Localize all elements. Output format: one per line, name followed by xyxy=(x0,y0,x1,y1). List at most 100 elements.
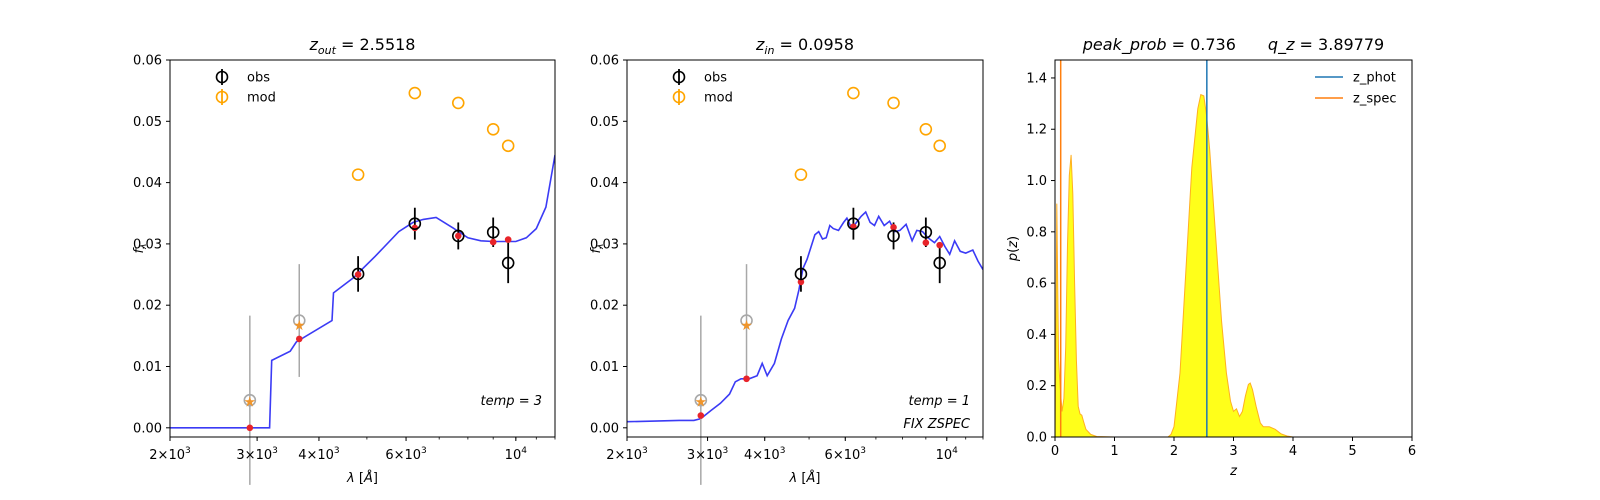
annotation-2: FIX ZSPEC xyxy=(903,417,971,432)
star-marker-2: ★ xyxy=(740,318,753,334)
x-tick-base: 10 xyxy=(763,448,780,463)
y-tick-label: 0.04 xyxy=(133,176,162,191)
x-tick-mantissa: 3× xyxy=(687,448,706,463)
x-tick-exponent: 3 xyxy=(860,446,866,456)
pz-panel: 0 1 2 3 4 5 60.00.20.40.60.81.01.21.4zp(z)peak… xyxy=(1006,35,1416,479)
x-label-bracket: [ xyxy=(355,471,364,486)
y-tick-label: 1.4 xyxy=(1026,71,1047,86)
x-tick-exponent: 4 xyxy=(521,446,527,456)
model-point-5 xyxy=(454,232,462,240)
x-tick-exponent: 3 xyxy=(642,446,648,456)
y-tick-label: 0.06 xyxy=(590,54,619,69)
x-tick-base: 10 xyxy=(256,448,273,463)
x-tick-exponent: 3 xyxy=(334,446,340,456)
y-tick-label: 0.01 xyxy=(133,360,162,375)
pz-area xyxy=(1054,93,1353,438)
y-axis-label: fλ xyxy=(589,244,606,254)
y-tick-label: 0.03 xyxy=(590,237,619,252)
model-point-7 xyxy=(936,241,943,249)
obs-point-2 xyxy=(292,314,306,327)
obs-point-6 xyxy=(919,225,933,239)
mod-point-1 xyxy=(794,168,808,181)
y-label-symbol: f xyxy=(589,246,604,253)
y-label-paren: ) xyxy=(1006,236,1021,241)
sed-panel-1: ★★0.000.010.020.030.040.050.062×103 3×103… xyxy=(132,35,556,486)
mod-point-4 xyxy=(486,122,500,136)
model-point-6 xyxy=(922,239,930,246)
obs-point-1 xyxy=(694,393,708,407)
title-qz-label: q_z xyxy=(1268,35,1295,55)
mod-point-4 xyxy=(919,122,933,136)
model-point-6 xyxy=(489,238,497,246)
model-point-2 xyxy=(743,375,750,383)
legend-mod-marker xyxy=(672,90,686,104)
obs-point-5 xyxy=(451,229,465,243)
x-tick-exponent: 3 xyxy=(723,446,729,456)
model-point-3 xyxy=(797,278,805,286)
x-tick-label: 5 xyxy=(1348,444,1356,459)
x-axis-label: z xyxy=(1229,464,1238,479)
obs-point-1 xyxy=(243,393,257,407)
x-axis-label: λ [Å] xyxy=(346,470,378,486)
x-tick-exponent: 3 xyxy=(421,446,427,456)
x-tick-base: 10 xyxy=(168,448,185,463)
obs-point-2 xyxy=(740,314,753,327)
y-tick-label: 0.01 xyxy=(590,360,619,375)
legend-mod-label: mod xyxy=(247,91,276,106)
x-label-symbol: λ xyxy=(789,471,798,486)
mod-point-2 xyxy=(847,86,860,100)
y-tick-label: 0.05 xyxy=(590,115,619,130)
y-tick-label: 0.06 xyxy=(133,54,162,69)
y-tick-label: 0.6 xyxy=(1026,277,1047,292)
x-tick-label: 6 xyxy=(1408,444,1416,459)
y-tick-label: 0.8 xyxy=(1026,225,1047,240)
panel-title: peak_prob = 0.736 q_z = 3.89779 xyxy=(1082,35,1384,55)
legend-mod-label: mod xyxy=(704,91,733,106)
y-axis-label: fλ xyxy=(132,244,149,254)
x-tick-mantissa: 2× xyxy=(149,448,168,463)
mod-point-3 xyxy=(451,96,465,110)
legend-zspec-label: z_spec xyxy=(1353,92,1397,107)
y-label-symbol: f xyxy=(132,246,147,253)
title-qz-value: = 3.89779 xyxy=(1294,35,1384,54)
title-var: z xyxy=(309,35,319,54)
x-tick-label: 4 xyxy=(1289,444,1297,459)
x-tick-label: 3×103 xyxy=(687,446,728,463)
x-tick-label: 104 xyxy=(936,446,959,463)
x-label-symbol: λ xyxy=(346,471,355,486)
y-tick-label: 0.05 xyxy=(133,115,162,130)
model-point-7 xyxy=(504,236,512,243)
y-label-subscript: λ xyxy=(596,244,606,250)
obs-point-7 xyxy=(933,256,946,270)
title-peak-label: peak_prob xyxy=(1082,35,1167,55)
x-tick-label: 4×103 xyxy=(298,446,339,463)
model-point-1 xyxy=(697,412,705,419)
y-tick-label: 0.03 xyxy=(133,237,162,252)
model-point-3 xyxy=(354,271,362,278)
template-curve xyxy=(170,154,555,429)
x-label-bracket: ] xyxy=(815,471,820,486)
y-tick-label: 0.00 xyxy=(133,421,162,436)
obs-point-4 xyxy=(847,217,860,230)
obs-point-4 xyxy=(408,217,422,230)
x-axis-label: λ [Å] xyxy=(789,470,821,486)
x-tick-mantissa: 2× xyxy=(606,448,625,463)
x-tick-base: 10 xyxy=(625,448,642,463)
y-tick-label: 0.2 xyxy=(1026,379,1047,394)
x-tick-label: 3×103 xyxy=(236,446,277,463)
mod-point-2 xyxy=(408,86,422,100)
x-tick-base: 10 xyxy=(317,448,334,463)
legend-mod-marker xyxy=(215,90,229,104)
x-label-unit: Å xyxy=(363,470,373,486)
x-tick-label: 2×103 xyxy=(606,446,647,463)
axes-frame xyxy=(169,59,556,438)
x-tick-mantissa: 4× xyxy=(298,448,317,463)
model-point-5 xyxy=(890,224,897,231)
title-sub: in xyxy=(764,44,774,57)
obs-point-7 xyxy=(501,256,515,270)
legend-zphot-label: z_phot xyxy=(1353,71,1396,86)
star-marker-2: ★ xyxy=(293,318,306,334)
panel-title: zout = 2.5518 xyxy=(309,35,416,57)
x-tick-base: 10 xyxy=(706,448,723,463)
